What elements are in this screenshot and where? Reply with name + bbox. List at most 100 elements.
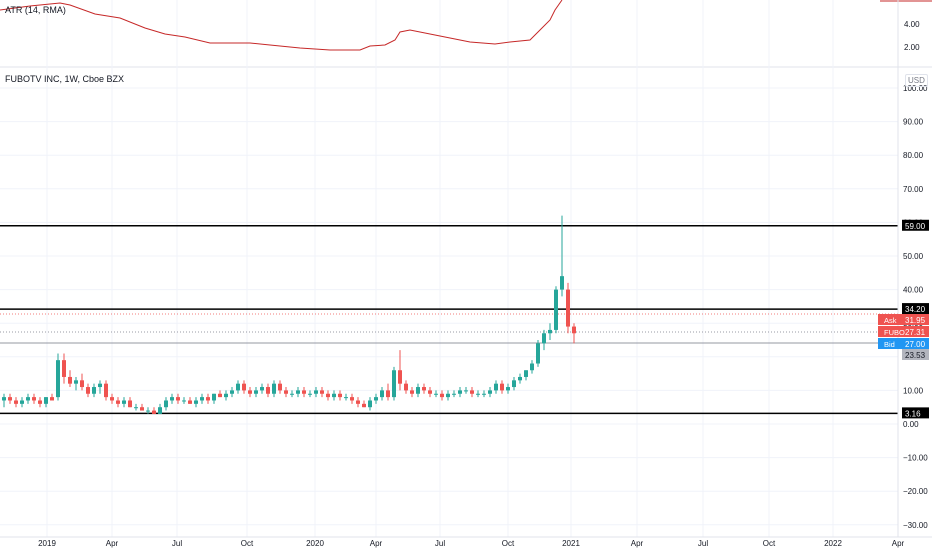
candle-body	[386, 390, 390, 398]
x-tick-label: 2019	[38, 539, 56, 548]
level-tag-bg	[902, 407, 929, 419]
candle-body	[428, 390, 432, 394]
candle-body	[116, 400, 120, 404]
candle-body	[284, 390, 288, 394]
candle-body	[506, 387, 510, 391]
candle-body	[524, 370, 528, 377]
candle-body	[290, 393, 294, 395]
candle-body	[446, 393, 450, 398]
candle-body	[488, 390, 492, 394]
candle-body	[146, 410, 150, 412]
x-tick-label: Apr	[631, 539, 644, 548]
x-tick-label: 2020	[306, 539, 324, 548]
candle-body	[266, 387, 270, 394]
y-tick-label: 90.00	[903, 118, 924, 127]
y-tick-label: −20.00	[903, 487, 928, 496]
candle-body	[434, 393, 438, 395]
candle-body	[410, 390, 414, 394]
candle-body	[98, 383, 102, 388]
candle-body	[326, 393, 330, 398]
candle-body	[158, 407, 162, 414]
candle-body	[2, 397, 6, 401]
candle-body	[572, 326, 576, 334]
bid-tag-name: Bid	[884, 340, 895, 349]
candle-body	[494, 383, 498, 391]
x-tick-label: Apr	[370, 539, 383, 548]
candle-body	[26, 397, 30, 401]
candle-body	[320, 390, 324, 394]
level-lines	[0, 225, 898, 415]
candle-body	[86, 387, 90, 394]
candle-body	[374, 397, 378, 401]
y-tick-label: 0.00	[903, 420, 919, 429]
candle-body	[536, 343, 540, 364]
candle-body	[242, 383, 246, 391]
candle-body	[50, 397, 54, 401]
atr-label: ATR (14, RMA)	[5, 5, 66, 15]
bid-tag-bg	[878, 338, 929, 349]
candle-body	[398, 370, 402, 384]
last-tag-name: FUBO	[884, 328, 905, 337]
candle-body	[554, 289, 558, 330]
level-tag-label: 34.20	[905, 305, 926, 314]
ask-tag-bg	[878, 314, 929, 325]
candle-body	[308, 393, 312, 395]
candle-body	[356, 400, 360, 404]
y-tick-label: 80.00	[903, 151, 924, 160]
candle-body	[476, 393, 480, 395]
candle-body	[134, 407, 138, 409]
bid-tag-value: 27.00	[905, 340, 926, 349]
candles	[2, 215, 576, 414]
candle-body	[332, 393, 336, 398]
candle-body	[452, 393, 456, 395]
candle-body	[128, 400, 132, 408]
candle-body	[110, 397, 114, 401]
currency-button[interactable]: USD	[905, 74, 928, 87]
x-tick-label: Apr	[892, 539, 905, 548]
level-tag-bg	[902, 303, 929, 315]
x-tick-label: Jul	[435, 539, 445, 548]
candle-body	[74, 380, 78, 384]
candle-body	[188, 400, 192, 404]
candle-body	[566, 289, 570, 327]
x-tick-label: Oct	[763, 539, 776, 548]
candle-body	[62, 360, 66, 377]
candle-body	[542, 333, 546, 344]
candle-body	[38, 400, 42, 404]
candle-body	[482, 393, 486, 395]
atr-tick-label: 2.00	[904, 43, 920, 52]
candle-body	[470, 390, 474, 394]
ask-tag-name: Ask	[884, 316, 897, 325]
candle-body	[512, 380, 516, 388]
candle-body	[368, 400, 372, 408]
candle-body	[230, 390, 234, 394]
y-tick-label: 100.00	[903, 84, 928, 93]
x-tick-label: Oct	[241, 539, 254, 548]
candle-body	[254, 390, 258, 394]
candle-body	[20, 400, 24, 404]
candle-body	[362, 403, 366, 408]
chart-title: FUBOTV INC, 1W, Cboe BZX	[5, 74, 125, 84]
y-tick-label: 50.00	[903, 252, 924, 261]
last-tag-bg	[878, 326, 929, 337]
candle-body	[68, 376, 72, 384]
candle-body	[272, 383, 276, 394]
candle-body	[212, 393, 216, 401]
candle-body	[248, 390, 252, 394]
grey-tag-bg	[902, 349, 929, 360]
y-tick-label: 70.00	[903, 185, 924, 194]
ask-tag-value: 31.95	[905, 316, 926, 325]
candle-body	[560, 276, 564, 290]
candle-body	[8, 397, 12, 401]
level-tag-label: 59.00	[905, 222, 926, 231]
grid	[0, 0, 932, 537]
atr-tick-label: 4.00	[904, 20, 920, 29]
time-axis[interactable]: 2019 Apr Jul Oct 2020 Apr Jul Oct 2021 Apr Jul Oct 2…	[0, 536, 932, 548]
candle-body	[278, 383, 282, 391]
candle-body	[464, 390, 468, 392]
candle-body	[56, 360, 60, 398]
last-tag-value: 27.31	[905, 328, 926, 337]
candle-body	[224, 393, 228, 398]
